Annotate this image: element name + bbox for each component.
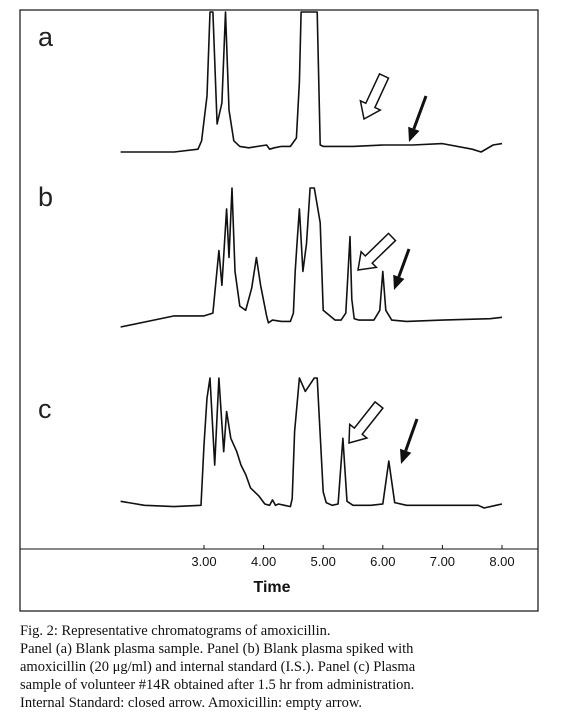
- panel-label-c: c: [38, 394, 52, 424]
- panel-label-b: b: [38, 182, 53, 212]
- x-tick-label: 8.00: [489, 554, 514, 569]
- empty-arrow-amoxicillin-a: [359, 72, 390, 121]
- plot-frame: [19, 9, 539, 612]
- x-tick-label: 7.00: [430, 554, 455, 569]
- x-tick-label: 4.00: [251, 554, 276, 569]
- closed-arrow-internal-standard-c: [400, 418, 419, 464]
- chromatogram-trace-b: [120, 187, 503, 328]
- x-tick-label: 5.00: [311, 554, 336, 569]
- caption-line: Fig. 2: Representative chromatograms of …: [20, 623, 331, 639]
- caption-line: amoxicillin (20 μg/ml) and internal stan…: [20, 659, 416, 675]
- caption-line: sample of volunteer #14R obtained after …: [20, 677, 415, 693]
- x-tick-label: 3.00: [191, 554, 216, 569]
- caption-line: Internal Standard: closed arrow. Amoxici…: [20, 695, 362, 711]
- panel-label-a: a: [38, 22, 54, 52]
- closed-arrow-internal-standard-a: [408, 95, 428, 142]
- empty-arrow-amoxicillin-b: [357, 232, 397, 271]
- x-tick-label: 6.00: [370, 554, 395, 569]
- chromatogram-trace-a: [120, 11, 503, 153]
- caption-line: Panel (a) Blank plasma sample. Panel (b)…: [20, 641, 414, 657]
- figure-caption: Fig. 2: Representative chromatograms of …: [20, 622, 560, 712]
- closed-arrow-internal-standard-b: [393, 248, 411, 290]
- chromatogram-trace-c: [120, 377, 503, 509]
- empty-arrow-amoxicillin-c: [348, 400, 384, 444]
- x-axis-title: Time: [253, 579, 290, 596]
